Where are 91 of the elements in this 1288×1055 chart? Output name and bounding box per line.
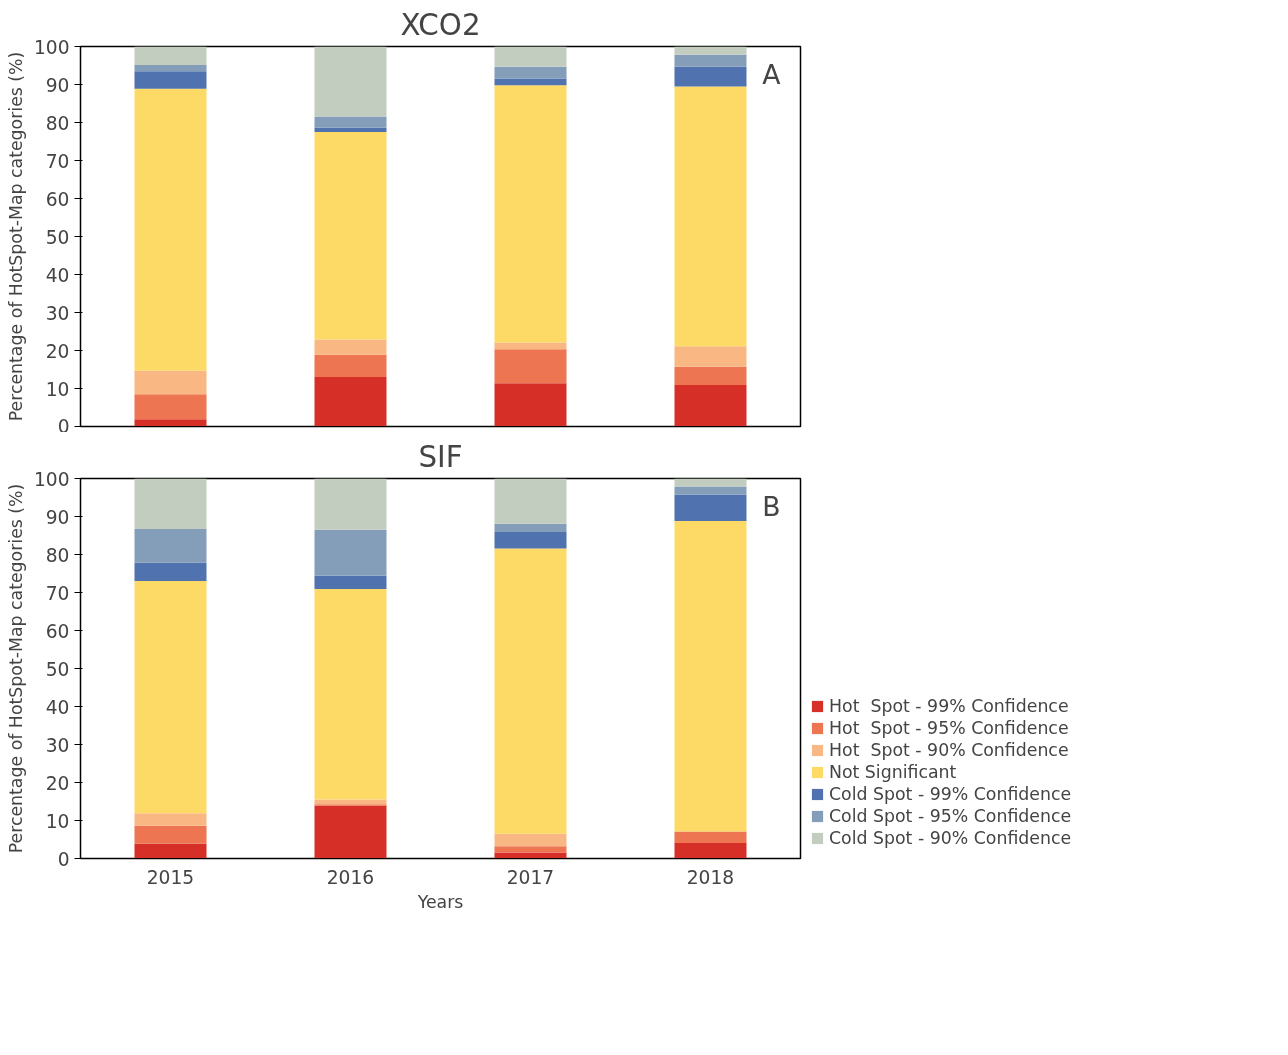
bar: [674, 346, 747, 367]
legend-label: Cold Spot - 90% Confidence: [829, 828, 1072, 848]
legend-label: Hot Spot - 95% Confidence: [829, 718, 1069, 738]
bar: [674, 494, 747, 522]
y-tick-label: 100: [33, 468, 70, 490]
bar: [674, 86, 747, 347]
y-tick-label: 10: [45, 810, 70, 832]
bar: [674, 366, 747, 386]
bar: [134, 478, 207, 530]
bar: [314, 46, 387, 117]
y-axis-title: Percentage of HotSpot-Map categories (%): [5, 51, 26, 422]
bar: [314, 478, 387, 530]
bar: [134, 71, 207, 89]
bar: [134, 843, 207, 859]
y-tick-label: 20: [45, 340, 70, 362]
bar: [314, 589, 387, 800]
bar: [674, 831, 747, 843]
bar: [674, 385, 747, 427]
bar: [134, 394, 207, 420]
bar: [674, 46, 747, 55]
y-tick-label: 10: [45, 378, 70, 400]
x-tick-label: 2015: [146, 866, 195, 888]
bar: [494, 846, 567, 853]
y-tick-label: 50: [45, 658, 70, 680]
bar: [134, 813, 207, 826]
chart-title: SIF: [418, 439, 463, 474]
bar: [134, 46, 207, 66]
legend-label: Cold Spot - 99% Confidence: [829, 784, 1072, 804]
x-tick-label: 2016: [326, 866, 375, 888]
bar: [314, 116, 387, 128]
bar: [494, 46, 567, 67]
y-tick-label: 90: [45, 74, 70, 96]
y-tick-label: 60: [45, 188, 70, 210]
y-tick-label: 40: [45, 264, 70, 286]
bar: [494, 383, 567, 427]
bar: [314, 127, 387, 132]
bar: [134, 88, 207, 371]
legend-label: Hot Spot - 90% Confidence: [829, 740, 1069, 760]
bar: [134, 825, 207, 844]
chart-title: XCO2: [400, 7, 481, 42]
y-tick-label: 50: [45, 226, 70, 248]
legend-label: Cold Spot - 95% Confidence: [829, 806, 1072, 826]
y-axis-title: Percentage of HotSpot-Map categories (%): [5, 483, 26, 854]
y-tick-label: 80: [45, 112, 70, 134]
bar: [674, 66, 747, 87]
bar: [134, 581, 207, 814]
x-axis-title: Years: [416, 891, 464, 912]
bar: [134, 419, 207, 427]
y-tick-label: 60: [45, 620, 70, 642]
bar: [314, 575, 387, 590]
bar: [134, 65, 207, 72]
bar: [314, 339, 387, 355]
bar: [494, 833, 567, 847]
legend-label: Hot Spot - 99% Confidence: [829, 696, 1069, 716]
bar: [494, 532, 567, 549]
legend-label: Not Significant: [829, 762, 957, 782]
bar: [134, 370, 207, 395]
bar: [314, 805, 387, 859]
bar: [494, 85, 567, 343]
bar: [134, 562, 207, 582]
y-tick-label: 20: [45, 772, 70, 794]
bar: [494, 78, 567, 86]
y-tick-label: 40: [45, 696, 70, 718]
y-tick-label: 70: [45, 150, 70, 172]
y-tick-label: 0: [57, 848, 70, 870]
x-tick-label: 2018: [686, 866, 735, 888]
bar: [674, 54, 747, 67]
bar: [494, 66, 567, 79]
y-tick-label: 0: [57, 415, 70, 437]
y-tick-label: 30: [45, 302, 70, 324]
y-tick-label: 30: [45, 734, 70, 756]
bar: [314, 529, 387, 576]
y-tick-label: 100: [33, 36, 70, 58]
bar: [674, 486, 747, 495]
bar: [494, 852, 567, 859]
annotation: B: [762, 490, 781, 522]
annotation: A: [762, 58, 782, 90]
bar: [674, 842, 747, 859]
y-tick-label: 90: [45, 506, 70, 528]
bar: [314, 354, 387, 378]
bar: [494, 523, 567, 533]
bar: [314, 132, 387, 340]
bar: [674, 521, 747, 832]
y-tick-label: 70: [45, 582, 70, 604]
bar: [134, 529, 207, 563]
x-tick-label: 2017: [506, 866, 555, 888]
bar: [494, 349, 567, 384]
bar: [314, 377, 387, 427]
y-tick-label: 80: [45, 544, 70, 566]
bar: [494, 478, 567, 524]
bar: [494, 548, 567, 834]
